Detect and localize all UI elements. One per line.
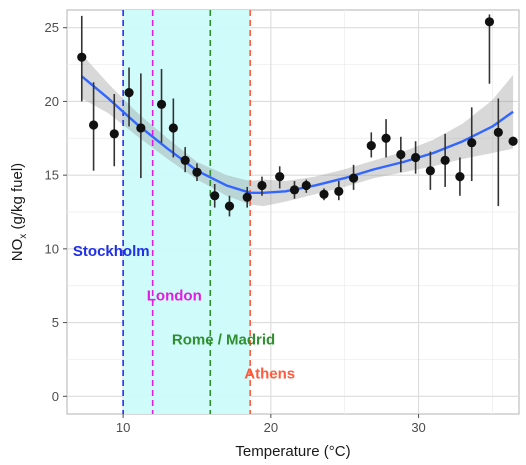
city-temperature-band [123, 10, 251, 414]
data-point [334, 186, 344, 196]
data-point [224, 201, 235, 211]
data-point [77, 52, 87, 62]
x-axis-title: Temperature (°C) [235, 443, 350, 460]
data-point [275, 172, 285, 182]
y-tick-label: 25 [45, 20, 59, 35]
x-tick-label: 10 [116, 420, 130, 435]
data-point [88, 120, 99, 130]
data-point [109, 129, 119, 139]
data-point [455, 172, 465, 182]
x-axis-ticks: 10 20 30 [116, 414, 426, 435]
city-lines [122, 10, 251, 414]
confidence-band [81, 54, 514, 207]
data-point [289, 185, 300, 195]
data-point [493, 127, 503, 137]
shaded-region [123, 10, 251, 414]
data-point [508, 136, 518, 146]
data-point [192, 167, 202, 177]
y-tick-label: 0 [52, 389, 59, 404]
fit-line-path [81, 75, 514, 195]
data-point [396, 149, 406, 160]
data-point [156, 99, 167, 109]
data-point [136, 123, 146, 133]
y-tick-label: 20 [45, 94, 59, 109]
data-point [180, 155, 190, 165]
city-label-london: London [147, 287, 202, 304]
data-point [168, 123, 178, 133]
data-point [484, 17, 495, 27]
data-point [242, 192, 252, 202]
city-label-rome-madrid: Rome / Madrid [172, 332, 275, 349]
x-tick-label: 30 [411, 420, 425, 435]
fit-line [81, 75, 514, 195]
y-axis-title-rest: (g/kg fuel) [9, 163, 26, 234]
data-point [319, 189, 329, 199]
data-point [411, 152, 421, 163]
confidence-band-area [81, 54, 514, 207]
y-axis-ticks: 0 5 10 15 20 25 [45, 20, 67, 404]
y-axis-title-main: NO [9, 239, 26, 262]
city-labels: Stockholm London Rome / Madrid Athens [73, 243, 295, 382]
y-axis-title-subscript: x [18, 234, 29, 239]
data-point [467, 138, 477, 148]
data-point [124, 87, 134, 98]
data-points [77, 17, 518, 211]
data-point [366, 141, 376, 151]
city-label-athens: Athens [244, 366, 295, 383]
y-tick-label: 10 [45, 241, 59, 256]
y-tick-label: 5 [52, 315, 59, 330]
data-point [425, 166, 435, 176]
y-axis-title: NOx (g/kg fuel) [9, 163, 29, 261]
data-point [381, 133, 391, 143]
data-point [257, 180, 267, 191]
data-point [440, 155, 450, 165]
x-tick-label: 20 [264, 420, 278, 435]
city-label-stockholm: Stockholm [73, 243, 150, 260]
data-point [210, 191, 220, 201]
data-point [348, 173, 359, 183]
y-tick-label: 15 [45, 168, 59, 183]
data-point [301, 180, 311, 191]
